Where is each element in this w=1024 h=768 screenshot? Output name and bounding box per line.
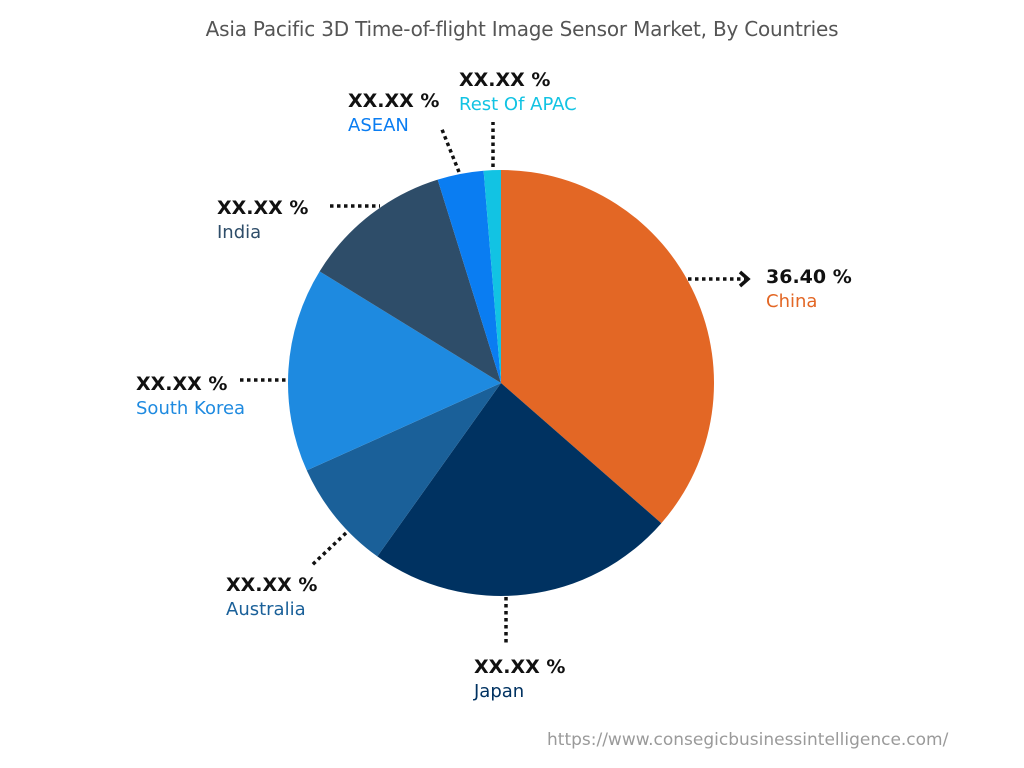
arrow-head-china xyxy=(738,270,751,288)
pie-slice-india xyxy=(319,179,501,383)
source-url: https://www.consegicbusinessintelligence… xyxy=(547,730,949,750)
callout-rest-of-apac: XX.XX % Rest Of APAC xyxy=(459,68,577,118)
pie-slices xyxy=(288,170,715,596)
callout-label: Japan xyxy=(474,681,525,702)
callout-value: XX.XX % xyxy=(474,656,566,678)
callout-label: Australia xyxy=(226,599,306,620)
callout-label: Rest Of APAC xyxy=(459,94,577,115)
pie-slice-rest-of-apac xyxy=(483,170,501,383)
callout-value: XX.XX % xyxy=(136,373,228,395)
leader-line-australia xyxy=(309,531,348,568)
callout-value: XX.XX % xyxy=(348,90,440,112)
pie-slice-china xyxy=(501,170,715,524)
callout-label: ASEAN xyxy=(348,115,409,136)
pie-slice-australia xyxy=(306,383,501,557)
callout-value: XX.XX % xyxy=(226,574,318,596)
callout-asean: XX.XX % ASEAN xyxy=(348,89,439,139)
callout-label: India xyxy=(217,222,262,243)
callout-label: China xyxy=(766,291,818,312)
callout-label: South Korea xyxy=(136,398,246,419)
chart-title: Asia Pacific 3D Time-of-flight Image Sen… xyxy=(205,17,839,41)
callout-china: 36.40 % China xyxy=(766,265,852,315)
callout-value: XX.XX % xyxy=(459,69,551,91)
callout-south-korea: XX.XX % South Korea xyxy=(136,372,245,422)
pie-slice-japan xyxy=(377,383,662,596)
callout-india: XX.XX % India xyxy=(217,196,308,246)
pie-slice-asean xyxy=(437,170,501,383)
callout-japan: XX.XX % Japan xyxy=(474,655,565,705)
leader-lines xyxy=(240,122,751,644)
callout-value: 36.40 % xyxy=(766,266,852,288)
callout-value: XX.XX % xyxy=(217,197,309,219)
leader-line-asean xyxy=(439,126,461,173)
pie-slice-south-korea xyxy=(288,271,501,471)
callout-australia: XX.XX % Australia xyxy=(226,573,317,623)
